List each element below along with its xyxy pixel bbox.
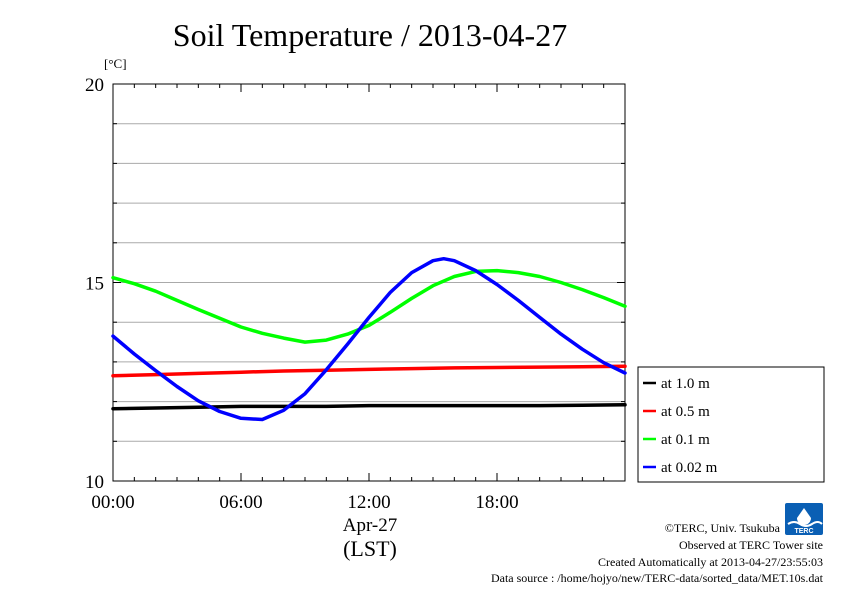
legend-label-at-1-0-m: at 1.0 m [661, 376, 710, 392]
water-drop-icon [797, 508, 811, 525]
y-tick-label: 10 [85, 472, 104, 493]
logo-text: TERC [794, 528, 813, 535]
series-line-at-0-5-m [111, 364, 627, 378]
y-tick-label: 20 [85, 75, 104, 96]
x-axis-date-label: Apr-27 [343, 515, 398, 536]
observed-text: Observed at TERC Tower site [679, 538, 823, 552]
axis-ticks: 10 15 20 00:00 06:00 12:00 18:00 [85, 75, 626, 513]
x-tick-label: 18:00 [475, 492, 518, 513]
legend-label-at-0-02-m: at 0.02 m [661, 460, 718, 476]
x-tick-label: 12:00 [347, 492, 390, 513]
y-axis-unit-label: [°C] [104, 56, 127, 71]
credit-text: ©TERC, Univ. Tsukuba [665, 521, 781, 535]
terc-logo: TERC [785, 503, 823, 535]
data-source-text: Data source : /home/hojyo/new/TERC-data/… [491, 571, 824, 585]
x-tick-label: 00:00 [91, 492, 134, 513]
legend-label-at-0-5-m: at 0.5 m [661, 404, 710, 420]
created-text: Created Automatically at 2013-04-27/23:5… [598, 555, 823, 569]
x-axis-timezone-label: (LST) [343, 536, 397, 561]
series-line-at-1-0-m [111, 403, 627, 411]
chart-title: Soil Temperature / 2013-04-27 [173, 17, 567, 53]
legend-label-at-0-1-m: at 0.1 m [661, 432, 710, 448]
legend: at 1.0 m at 0.5 m at 0.1 m at 0.02 m [637, 366, 825, 483]
series-line-at-0-02-m [111, 256, 627, 422]
y-tick-label: 15 [85, 274, 104, 295]
series-layer [111, 256, 627, 422]
x-tick-label: 06:00 [219, 492, 262, 513]
wave-icon [787, 521, 823, 527]
series-line-at-0-1-m [111, 268, 627, 344]
legend-box [637, 366, 825, 483]
